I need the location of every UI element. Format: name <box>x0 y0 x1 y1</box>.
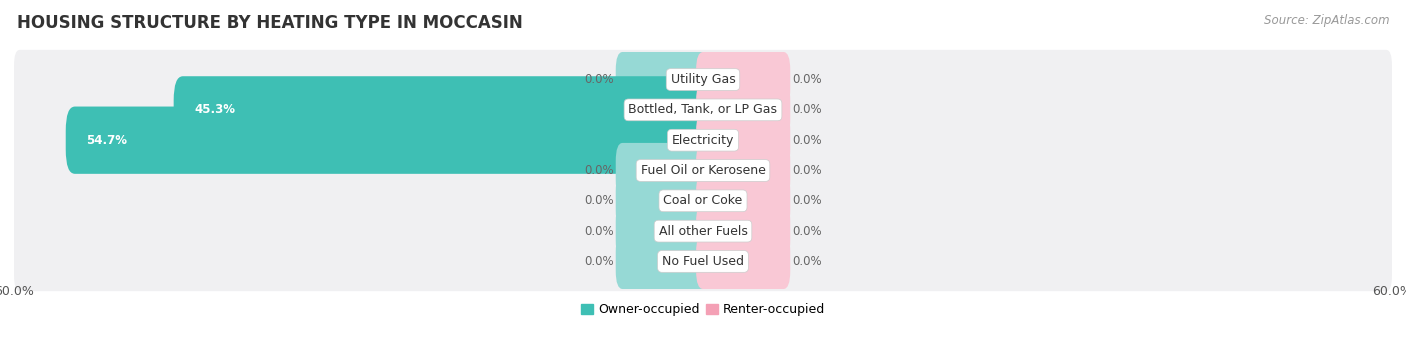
FancyBboxPatch shape <box>14 171 1392 231</box>
FancyBboxPatch shape <box>696 113 790 168</box>
Text: All other Fuels: All other Fuels <box>658 225 748 238</box>
FancyBboxPatch shape <box>696 204 790 259</box>
Text: 45.3%: 45.3% <box>194 103 235 116</box>
FancyBboxPatch shape <box>696 143 790 198</box>
FancyBboxPatch shape <box>696 82 790 137</box>
Text: 0.0%: 0.0% <box>793 103 823 116</box>
FancyBboxPatch shape <box>14 141 1392 200</box>
FancyBboxPatch shape <box>696 234 790 289</box>
FancyBboxPatch shape <box>696 173 790 228</box>
Text: Electricity: Electricity <box>672 134 734 147</box>
Text: Fuel Oil or Kerosene: Fuel Oil or Kerosene <box>641 164 765 177</box>
Text: HOUSING STRUCTURE BY HEATING TYPE IN MOCCASIN: HOUSING STRUCTURE BY HEATING TYPE IN MOC… <box>17 14 523 32</box>
Legend: Owner-occupied, Renter-occupied: Owner-occupied, Renter-occupied <box>575 298 831 321</box>
FancyBboxPatch shape <box>696 52 790 107</box>
FancyBboxPatch shape <box>14 80 1392 139</box>
FancyBboxPatch shape <box>616 173 710 228</box>
Text: No Fuel Used: No Fuel Used <box>662 255 744 268</box>
FancyBboxPatch shape <box>14 110 1392 170</box>
FancyBboxPatch shape <box>14 202 1392 261</box>
Text: Source: ZipAtlas.com: Source: ZipAtlas.com <box>1264 14 1389 27</box>
FancyBboxPatch shape <box>66 106 713 174</box>
Text: 0.0%: 0.0% <box>793 164 823 177</box>
Text: 0.0%: 0.0% <box>583 164 613 177</box>
FancyBboxPatch shape <box>14 232 1392 291</box>
Text: Utility Gas: Utility Gas <box>671 73 735 86</box>
Text: 54.7%: 54.7% <box>86 134 128 147</box>
Text: 0.0%: 0.0% <box>583 255 613 268</box>
Text: Bottled, Tank, or LP Gas: Bottled, Tank, or LP Gas <box>628 103 778 116</box>
FancyBboxPatch shape <box>616 52 710 107</box>
Text: 0.0%: 0.0% <box>583 225 613 238</box>
Text: 0.0%: 0.0% <box>583 73 613 86</box>
Text: 0.0%: 0.0% <box>793 73 823 86</box>
FancyBboxPatch shape <box>616 234 710 289</box>
Text: 0.0%: 0.0% <box>793 255 823 268</box>
Text: 0.0%: 0.0% <box>583 194 613 207</box>
FancyBboxPatch shape <box>174 76 713 144</box>
FancyBboxPatch shape <box>14 50 1392 109</box>
Text: 0.0%: 0.0% <box>793 225 823 238</box>
FancyBboxPatch shape <box>616 204 710 259</box>
Text: 0.0%: 0.0% <box>793 134 823 147</box>
Text: 0.0%: 0.0% <box>793 194 823 207</box>
FancyBboxPatch shape <box>616 143 710 198</box>
Text: Coal or Coke: Coal or Coke <box>664 194 742 207</box>
